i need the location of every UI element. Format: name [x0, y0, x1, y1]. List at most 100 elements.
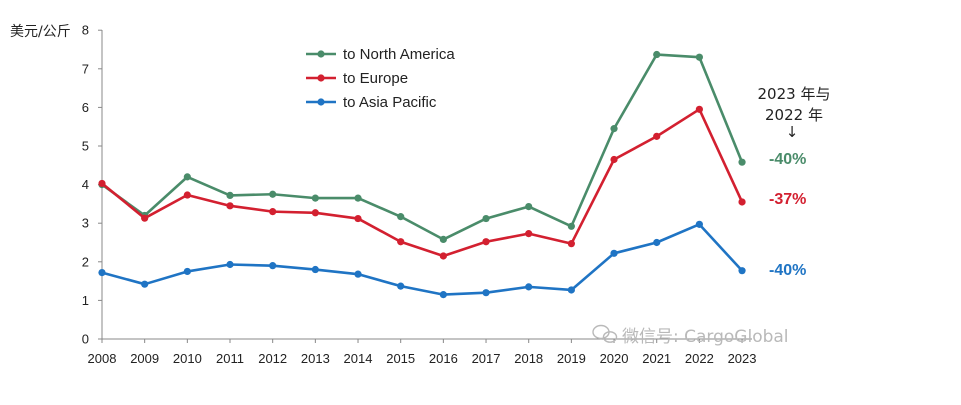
annotation-arrow: ↓: [786, 123, 799, 141]
x-tick-label: 2017: [472, 351, 501, 366]
data-point: [397, 282, 405, 290]
data-point: [354, 194, 362, 202]
x-tick-label: 2015: [386, 351, 415, 366]
legend-swatch-marker: [317, 50, 325, 58]
legend-label: to Asia Pacific: [343, 94, 437, 111]
data-point: [269, 262, 277, 270]
y-tick-label: 5: [82, 139, 89, 154]
data-point: [311, 194, 319, 202]
data-point: [183, 267, 191, 276]
y-tick-label: 8: [82, 23, 89, 38]
data-point: [98, 179, 106, 188]
annotation-line-2: 2022 年: [765, 106, 823, 124]
legend-swatch-marker: [317, 98, 325, 106]
y-tick-label: 0: [82, 332, 89, 347]
data-point: [610, 249, 618, 257]
data-point: [226, 202, 234, 210]
data-point: [141, 280, 149, 288]
x-tick-label: 2023: [728, 351, 757, 366]
x-tick-label: 2012: [258, 351, 287, 366]
data-point: [653, 50, 661, 59]
y-tick-label: 2: [82, 254, 89, 269]
data-point: [610, 125, 618, 133]
data-point: [98, 269, 106, 277]
data-point: [738, 198, 746, 206]
wechat-icon: [592, 324, 618, 343]
x-tick-label: 2014: [344, 351, 373, 366]
data-point: [695, 105, 703, 113]
data-point: [397, 238, 405, 246]
x-tick-label: 2018: [514, 351, 543, 366]
data-point: [354, 214, 362, 223]
change-label: -37%: [769, 191, 806, 208]
annotation-line-1: 2023 年与: [758, 85, 831, 103]
y-tick-label: 6: [82, 100, 89, 115]
data-point: [226, 260, 234, 269]
series-line: [101, 53, 744, 241]
y-tick-label: 4: [82, 177, 89, 192]
data-point: [653, 238, 661, 247]
y-ticks: 0 1 2 3 4 5 6 7 8: [82, 23, 102, 347]
y-tick-label: 1: [82, 293, 89, 308]
data-point: [567, 240, 575, 248]
data-point: [695, 53, 703, 61]
change-label: -40%: [769, 151, 806, 168]
data-point: [482, 289, 490, 297]
data-point: [397, 213, 405, 221]
x-tick-label: 2016: [429, 351, 458, 366]
x-tick-label: 2021: [642, 351, 671, 366]
x-tick-label: 2008: [88, 351, 117, 366]
data-point: [311, 265, 319, 274]
y-axis-label: 美元/公斤: [10, 24, 71, 40]
legend-label: to North America: [343, 46, 455, 63]
data-point: [567, 286, 575, 294]
x-tick-label: 2013: [301, 351, 330, 366]
series-line: [101, 223, 744, 296]
watermark: 微信号: CargoGlobal: [592, 324, 789, 347]
data-point: [311, 209, 319, 217]
series-1: [98, 50, 746, 244]
x-tick-label: 2011: [216, 351, 244, 366]
data-point: [354, 270, 362, 278]
series-line: [101, 108, 744, 258]
data-point: [439, 252, 447, 260]
change-labels: -40% -37% -40%: [769, 151, 806, 279]
x-tick-label: 2009: [130, 351, 159, 366]
data-point: [439, 235, 447, 244]
x-tick-label: 2020: [600, 351, 629, 366]
data-point: [525, 283, 533, 291]
data-point: [269, 190, 277, 198]
data-point: [269, 208, 277, 216]
data-point: [141, 214, 149, 222]
legend: to North America to Europe to Asia Pacific: [306, 46, 455, 111]
data-point: [695, 220, 703, 228]
legend-swatch-marker: [317, 74, 325, 82]
legend-item: to Europe: [306, 70, 408, 87]
data-point: [482, 214, 490, 223]
data-point: [525, 203, 533, 211]
x-tick-label: 2022: [685, 351, 714, 366]
series-2: [98, 105, 746, 260]
x-tick-label: 2019: [557, 351, 586, 366]
y-tick-label: 7: [82, 61, 89, 76]
data-point: [525, 230, 533, 238]
data-point: [567, 222, 575, 230]
legend-item: to Asia Pacific: [306, 94, 437, 111]
annotation: 2023 年与 2022 年 ↓: [758, 85, 831, 141]
series-group: [98, 50, 746, 299]
x-tick-label: 2010: [173, 351, 202, 366]
x-ticks: 2008 2009 2010 2011 2012 2013 2014 2015 2016 2017…: [88, 339, 757, 366]
data-point: [653, 132, 661, 140]
watermark-text: 微信号: CargoGlobal: [622, 327, 789, 347]
data-point: [439, 291, 447, 299]
legend-item: to North America: [306, 46, 455, 63]
change-label: -40%: [769, 262, 806, 279]
data-point: [226, 191, 234, 200]
data-point: [610, 155, 618, 164]
data-point: [183, 173, 191, 181]
data-point: [738, 158, 746, 166]
legend-label: to Europe: [343, 70, 408, 87]
data-point: [738, 267, 746, 275]
data-point: [482, 238, 490, 246]
